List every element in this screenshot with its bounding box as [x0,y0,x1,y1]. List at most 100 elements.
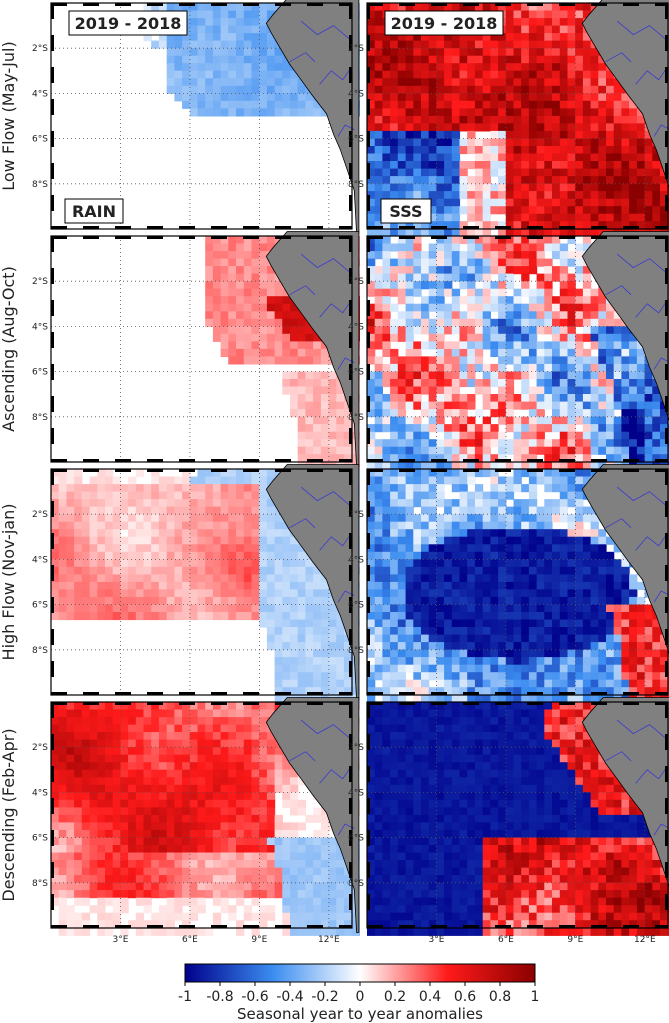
heatmap-cell [266,273,276,282]
heatmap-cell [467,574,476,583]
heatmap-cell [397,634,407,643]
heatmap-cell [413,679,422,688]
frame-tick [349,300,352,316]
heatmap-cell [390,266,399,275]
heatmap-cell [374,612,383,621]
heatmap-cell [467,499,476,508]
heatmap-cell [575,63,584,72]
heatmap-cell [297,100,306,109]
heatmap-cell [128,506,137,515]
heatmap-cell [405,379,414,388]
period-label: 2019 - 2018 [68,10,188,36]
heatmap-cell [505,544,515,553]
heatmap-cell [505,228,515,237]
heatmap-cell [444,213,453,222]
frame-tick [367,67,370,83]
heatmap-cell [552,446,561,455]
frame-tick [307,459,323,462]
heatmap-cell [575,213,584,222]
heatmap-cell [467,63,476,72]
heatmap-cell [143,3,152,12]
heatmap-cell [513,221,522,230]
heatmap-cell [259,281,268,290]
heatmap-cell [513,191,522,200]
heatmap-cell [421,281,430,290]
heatmap-cell [598,311,607,320]
heatmap-cell [559,221,569,230]
heatmap-cell [498,634,507,643]
heatmap-cell [220,581,229,590]
heatmap-cell [251,356,260,365]
heatmap-cell [413,672,422,681]
heatmap-cell [105,612,114,621]
heatmap-cell [220,596,229,605]
heatmap-cell [613,183,622,192]
heatmap-cell [197,93,206,102]
heatmap-cell [451,213,461,222]
heatmap-cell [120,506,129,515]
heatmap-cell [197,63,206,72]
heatmap-cell [405,258,414,267]
heatmap-cell [575,356,584,365]
heatmap-cell [451,326,461,335]
heatmap-cell [421,273,430,282]
heatmap-cell [313,619,322,628]
heatmap-cell [251,251,260,260]
heatmap-cell [521,273,530,282]
heatmap-cell [575,161,584,170]
heatmap-cell [367,198,376,207]
heatmap-cell [482,221,491,230]
heatmap-cell [428,130,437,139]
heatmap-cell [74,581,83,590]
heatmap-cell [482,33,491,42]
heatmap-cell [474,348,484,357]
heatmap-cell [397,619,407,628]
heatmap-cell [243,10,253,19]
heatmap-cell [228,273,237,282]
heatmap-cell [582,409,592,418]
heatmap-cell [266,476,276,485]
heatmap-cell [621,146,630,155]
heatmap-cell [290,634,299,643]
heatmap-cell [236,326,245,335]
heatmap-cell [428,514,437,523]
heatmap-cell [536,273,545,282]
heatmap-cell [367,604,376,613]
heatmap-cell [567,424,576,433]
heatmap-cell [513,146,522,155]
heatmap-cell [521,100,530,109]
heatmap-cell [613,115,622,124]
frame-tick [275,3,291,6]
heatmap-cell [405,371,414,380]
heatmap-cell [259,78,268,87]
heatmap-cell [367,115,376,124]
heatmap-cell [474,33,484,42]
heatmap-cell [158,574,168,583]
heatmap-cell [259,536,268,545]
heatmap-cell [436,649,445,658]
heatmap-cell [613,153,622,162]
heatmap-cell [621,198,630,207]
heatmap-cell [467,664,476,673]
heatmap-cell [482,115,491,124]
heatmap-cell [236,318,245,327]
heatmap-cell [467,33,476,42]
frame-tick [349,35,352,51]
heatmap-cell [405,266,414,275]
heatmap-cell [451,461,461,470]
heatmap-cell [97,581,106,590]
heatmap-cell [182,506,191,515]
heatmap-cell [490,394,499,403]
heatmap-cell [467,333,476,342]
heatmap-cell [328,386,337,395]
heatmap-cell [606,341,615,350]
heatmap-cell [212,566,222,575]
heatmap-cell [474,642,484,651]
frame-tick [665,131,668,147]
heatmap-cell [544,78,553,87]
heatmap-cell [182,469,191,478]
heatmap-cell [397,514,407,523]
heatmap-cell [582,348,592,357]
heatmap-cell [575,123,584,132]
heatmap-cell [205,55,214,64]
